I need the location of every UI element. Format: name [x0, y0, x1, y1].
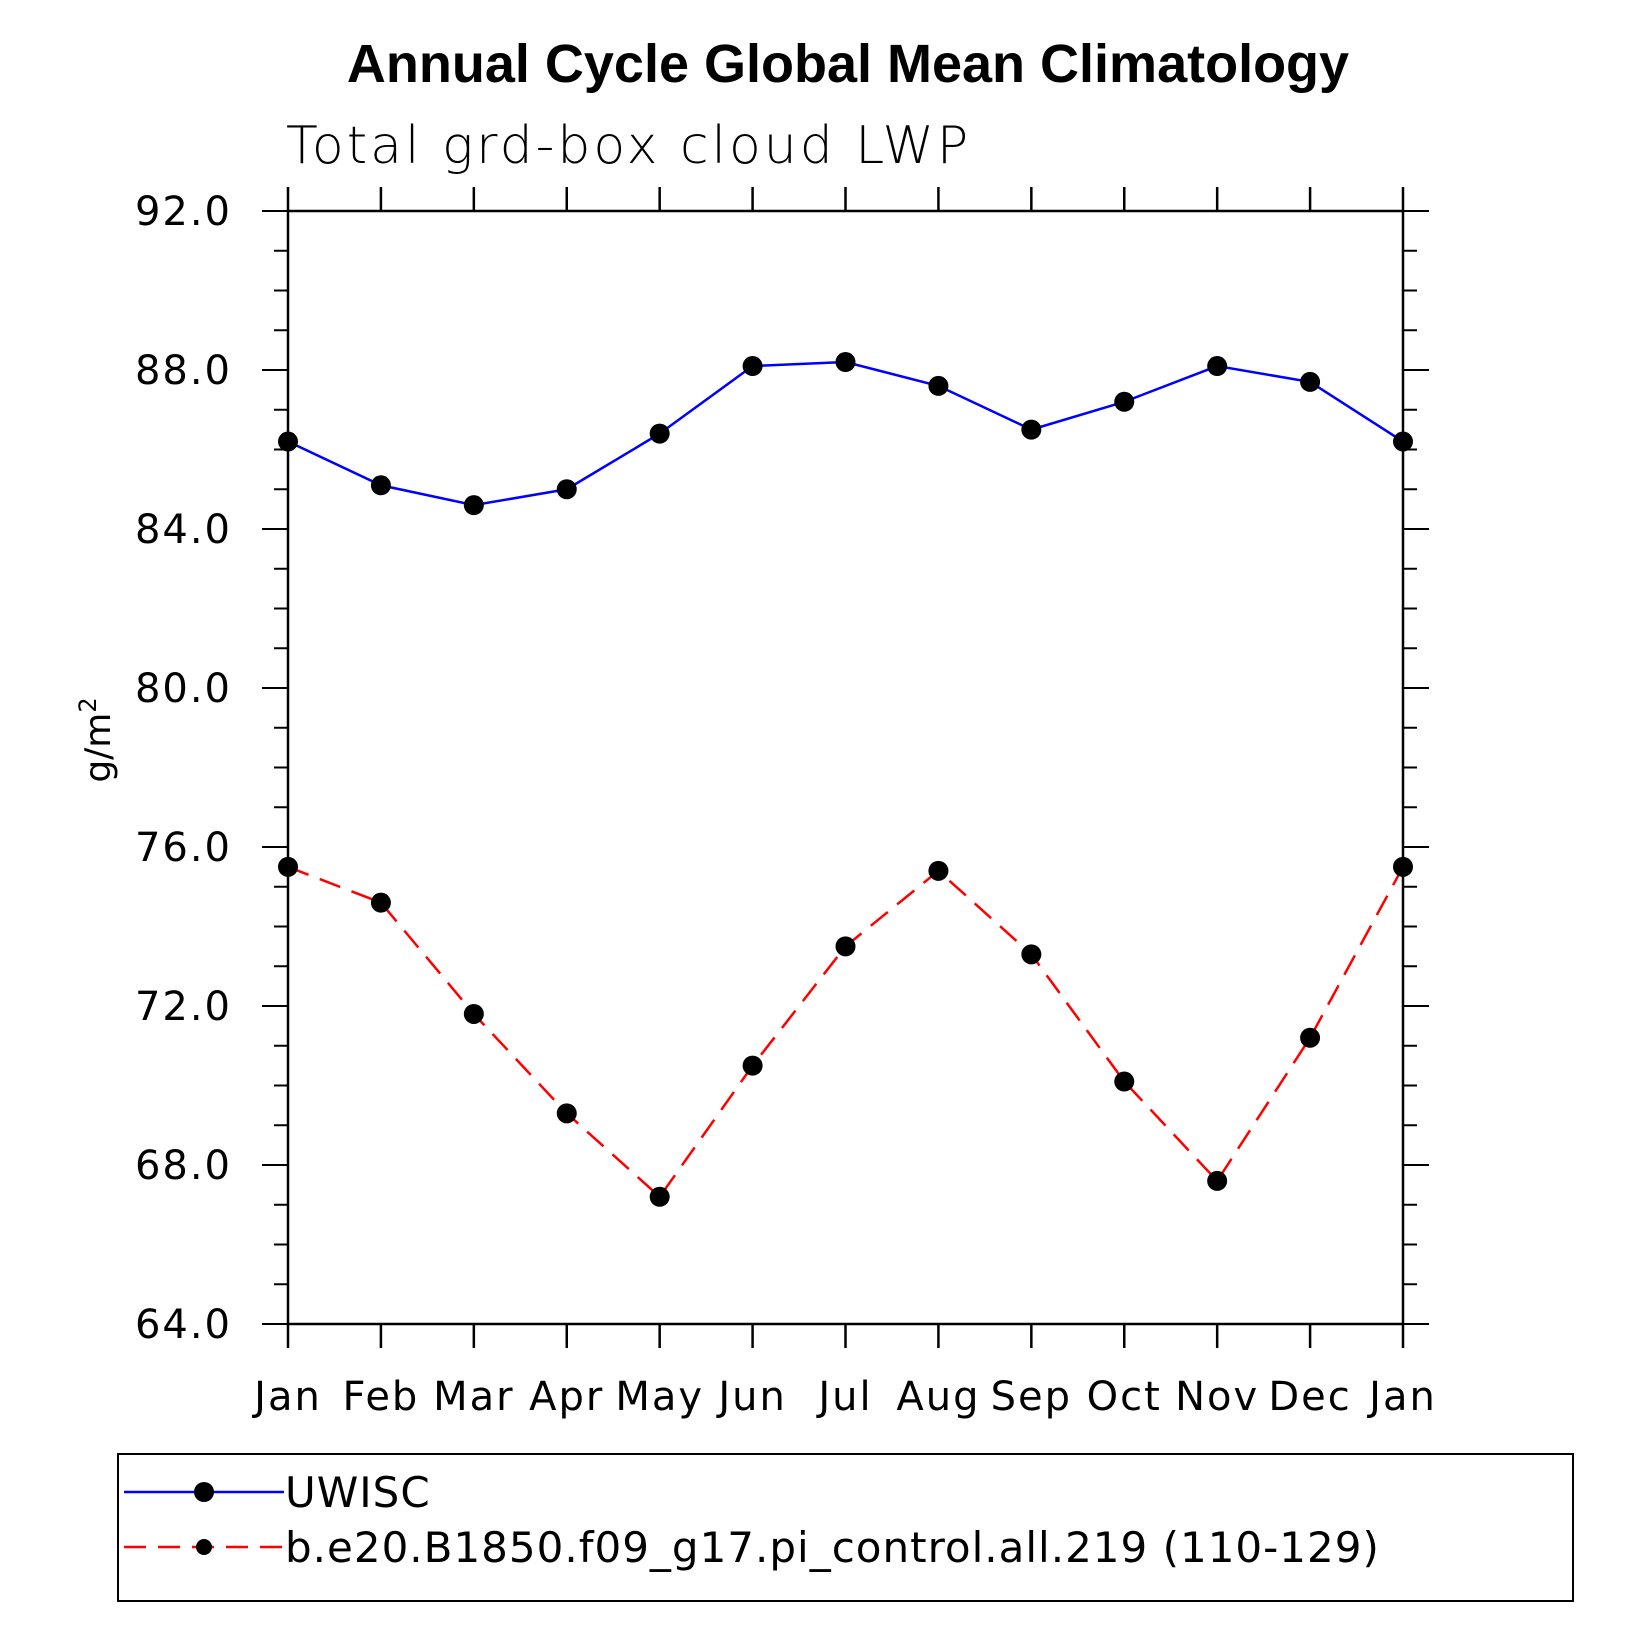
x-tick-label: Jan [251, 1374, 322, 1420]
data-point-series-0 [1021, 419, 1042, 440]
data-point-series-1 [1021, 944, 1042, 965]
y-tick-label: 80.0 [135, 666, 232, 712]
y-tick-label: 92.0 [135, 189, 232, 235]
legend-label-1: b.e20.B1850.f09_g17.pi_control.all.219 (… [285, 1523, 1380, 1572]
chart-title: Annual Cycle Global Mean Climatology [347, 34, 1349, 94]
series-layer [278, 352, 1413, 1207]
data-point-series-0 [1300, 371, 1321, 392]
data-point-series-0 [649, 423, 670, 444]
axis-ticks [262, 187, 1429, 1348]
y-tick-labels: 64.0 68.0 72.0 76.0 80.0 84.0 88.0 92.0 [135, 189, 232, 1348]
data-point-series-1 [742, 1055, 763, 1076]
legend-box [117, 1453, 1574, 1602]
data-point-series-0 [928, 375, 949, 396]
y-axis-label: g/m2 [74, 697, 119, 782]
x-tick-label: Feb [343, 1374, 420, 1420]
y-tick-label: 72.0 [135, 984, 232, 1030]
y-axis-label-superscript: 2 [74, 697, 102, 712]
data-point-series-1 [1114, 1071, 1135, 1092]
x-tick-label: Nov [1175, 1374, 1259, 1420]
data-point-series-1 [556, 1103, 577, 1124]
y-axis-label-text: g/m2 [74, 697, 119, 782]
x-tick-label: Apr [529, 1374, 604, 1420]
x-tick-label: May [615, 1374, 704, 1420]
legend-label-0: UWISC [285, 1468, 431, 1517]
data-point-series-1 [463, 1003, 484, 1024]
y-tick-label: 76.0 [135, 825, 232, 871]
chart-subtitle: Total grd-box cloud LWP [286, 116, 971, 176]
data-point-series-1 [1207, 1170, 1228, 1191]
data-point-series-1 [928, 860, 949, 881]
data-point-series-1 [835, 936, 856, 957]
data-point-series-0 [1207, 356, 1228, 377]
data-point-series-1 [1300, 1027, 1321, 1048]
y-tick-label: 68.0 [135, 1143, 232, 1189]
series-line-0 [287, 360, 1404, 507]
x-tick-label: Dec [1268, 1374, 1351, 1420]
legend: UWISC b.e20.B1850.f09_g17.pi_control.all.… [117, 1453, 1574, 1602]
data-point-series-1 [370, 892, 391, 913]
y-tick-label: 64.0 [135, 1302, 232, 1348]
series-line-1 [287, 865, 1405, 1199]
legend-marker-1 [196, 1539, 212, 1555]
y-tick-label: 88.0 [135, 348, 232, 394]
y-tick-label: 84.0 [135, 507, 232, 553]
data-point-series-0 [370, 475, 391, 496]
data-point-series-0 [1114, 391, 1135, 412]
x-tick-label: Jul [815, 1374, 872, 1420]
x-tick-labels: Jan Feb Mar Apr May Jun Jul Aug Sep Oct Nov Dec Jan [251, 1374, 1437, 1420]
data-point-series-0 [556, 479, 577, 500]
x-tick-label: Aug [896, 1374, 980, 1420]
x-tick-label: Mar [433, 1374, 514, 1420]
data-point-series-0 [463, 495, 484, 516]
data-point-series-1 [649, 1186, 670, 1207]
plot-frame [286, 209, 1405, 1326]
x-tick-label: Oct [1087, 1374, 1162, 1420]
x-tick-label: Jun [715, 1374, 787, 1420]
data-point-series-0 [742, 356, 763, 377]
legend-marker-0 [194, 1482, 214, 1502]
data-point-series-0 [835, 352, 856, 373]
x-tick-label: Sep [991, 1374, 1072, 1420]
y-axis-label-base: g/m [78, 713, 119, 783]
x-tick-label: Jan [1366, 1374, 1437, 1420]
legend-items: UWISC b.e20.B1850.f09_g17.pi_control.all.… [124, 1468, 1380, 1572]
